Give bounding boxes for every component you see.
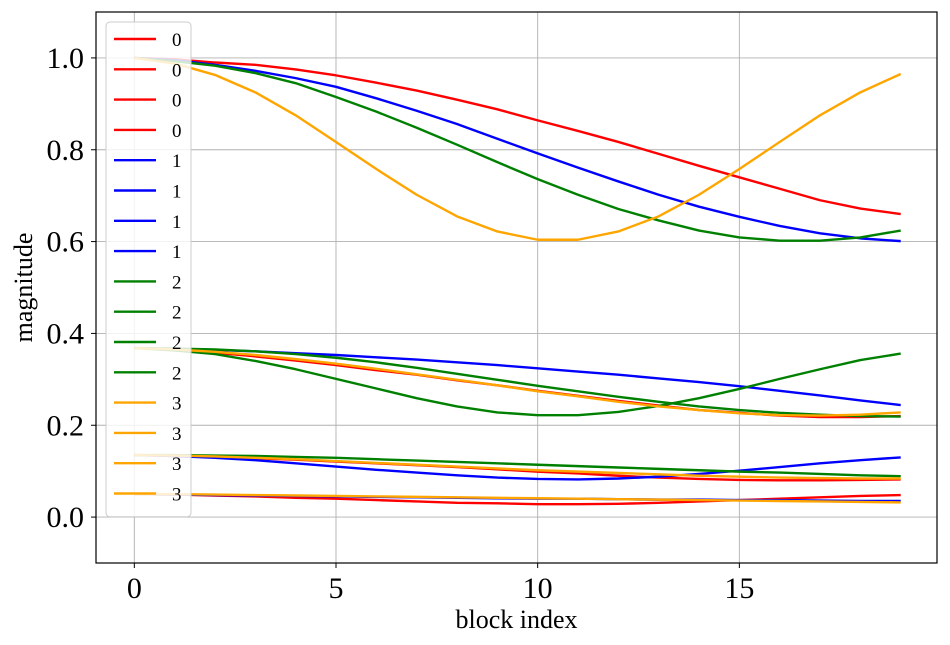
plot-area-frame [95, 11, 938, 564]
x-tick-label: 5 [328, 572, 343, 605]
y-tick-label: 0.0 [47, 501, 85, 534]
y-tick-label: 0.4 [47, 317, 85, 350]
series-line-13 [134, 346, 901, 417]
series-line-12 [134, 56, 902, 241]
x-tick-label: 10 [523, 572, 553, 605]
x-tick-label: 0 [127, 572, 142, 605]
legend-label: 0 [172, 30, 182, 51]
legend-label: 1 [172, 182, 182, 203]
y-tick-label: 1.0 [47, 42, 85, 75]
legend-label: 0 [172, 60, 182, 81]
legend-label: 2 [172, 333, 182, 354]
legend-label: 0 [172, 91, 182, 112]
legend-label: 2 [172, 272, 182, 293]
y-axis-label: magnitude [9, 233, 38, 343]
legend-box [105, 21, 192, 518]
legend-label: 3 [172, 424, 182, 445]
grid-lines [96, 12, 937, 563]
series-line-10 [134, 453, 901, 478]
series-line-11 [134, 346, 901, 418]
y-tick-label: 0.6 [47, 226, 85, 259]
legend-label: 3 [172, 454, 182, 475]
series-line-9 [134, 346, 901, 417]
series-line-4 [134, 56, 901, 243]
legend-label: 3 [172, 485, 182, 506]
series-layer [134, 56, 902, 506]
x-axis-ticks: 0 5 10 15 [127, 563, 754, 605]
x-axis-label: block index [455, 605, 577, 634]
legend-label: 2 [172, 303, 182, 324]
series-line-14 [134, 453, 901, 480]
legend-label: 3 [172, 394, 182, 415]
legend-label: 1 [172, 242, 182, 263]
y-axis-ticks: 0.0 0.2 0.4 0.6 0.8 1.0 [47, 42, 96, 534]
legend-label: 2 [172, 363, 182, 384]
series-line-15 [134, 492, 901, 504]
y-tick-label: 0.2 [47, 409, 85, 442]
y-tick-label: 0.8 [47, 134, 85, 167]
x-tick-label: 15 [724, 572, 754, 605]
series-line-8 [134, 56, 901, 242]
legend: 0 0 0 0 1 1 1 1 2 2 2 2 3 3 3 3 [105, 21, 192, 518]
legend-label: 1 [172, 151, 182, 172]
legend-label: 1 [172, 212, 182, 233]
series-line-0 [134, 56, 901, 216]
series-line-6 [134, 453, 901, 481]
legend-label: 0 [172, 121, 182, 142]
